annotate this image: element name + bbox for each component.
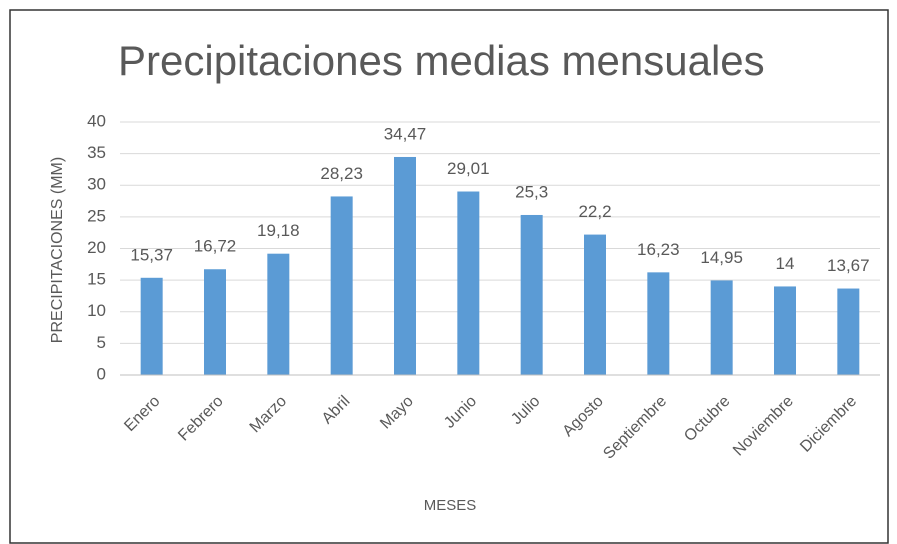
data-label: 29,01: [447, 159, 490, 178]
data-label: 16,23: [637, 240, 680, 259]
bar: [457, 191, 480, 375]
data-label: 13,67: [827, 256, 870, 275]
data-label: 28,23: [320, 164, 363, 183]
bar: [647, 272, 670, 375]
data-label: 16,72: [194, 237, 237, 256]
data-label: 14,95: [700, 248, 743, 267]
chart-title: Precipitaciones medias mensuales: [118, 37, 765, 84]
bar: [710, 280, 733, 375]
y-tick-label: 25: [87, 206, 106, 225]
y-axis-label: PRECIPITACIONES (MM): [49, 157, 66, 343]
data-label: 22,2: [578, 202, 611, 221]
y-tick-label: 40: [87, 111, 106, 130]
y-tick-label: 0: [97, 364, 106, 383]
data-label: 15,37: [130, 245, 173, 264]
bar: [267, 253, 290, 375]
y-tick-label: 20: [87, 238, 106, 257]
bar: [837, 288, 860, 375]
y-tick-label: 10: [87, 301, 106, 320]
y-tick-label: 15: [87, 270, 106, 289]
bar: [774, 286, 796, 375]
data-label: 19,18: [257, 221, 300, 240]
bar: [520, 214, 543, 375]
data-label: 14: [776, 254, 795, 273]
bar: [584, 234, 606, 375]
bar: [204, 269, 226, 375]
bar: [330, 196, 353, 375]
y-tick-label: 5: [97, 333, 106, 352]
bar: [140, 277, 163, 375]
x-axis-label: MESES: [424, 497, 477, 514]
y-tick-label: 30: [87, 175, 106, 194]
chart-border: [9, 9, 889, 544]
y-tick-label: 35: [87, 143, 106, 162]
data-label: 34,47: [384, 124, 427, 143]
data-label: 25,3: [515, 182, 548, 201]
bar: [394, 156, 416, 375]
